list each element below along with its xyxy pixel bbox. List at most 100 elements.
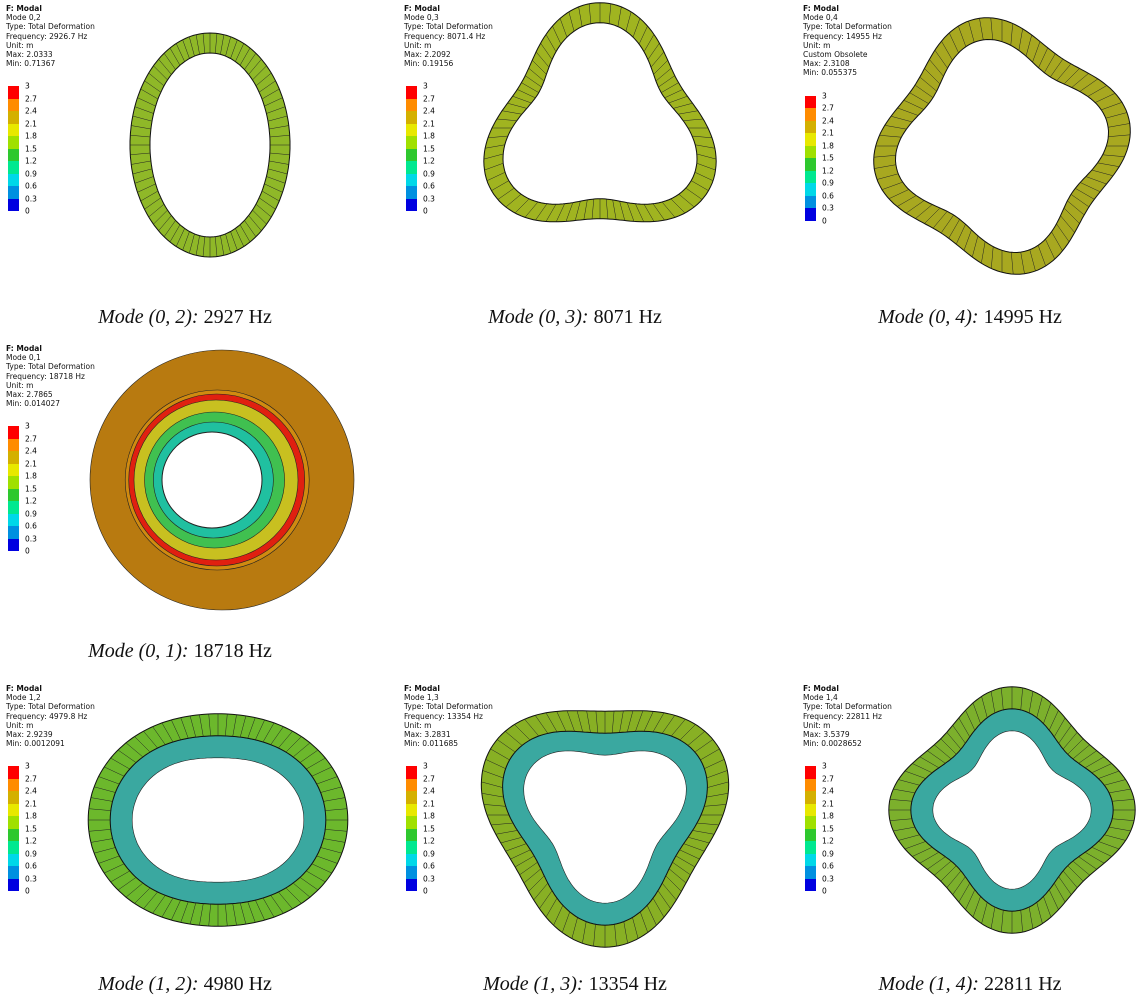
legend-swatch <box>805 146 816 159</box>
caption: Mode (1, 4):22811 Hz <box>878 973 1061 996</box>
result-panel: F: ModalMode 0,3Type: Total DeformationF… <box>398 0 778 320</box>
legend-label: 1.8 <box>822 812 834 821</box>
legend-label: 3 <box>822 91 827 100</box>
info-line: Unit: m <box>6 721 95 730</box>
legend-swatch <box>805 96 816 109</box>
legend-label: 0.3 <box>423 874 435 883</box>
info-line: F: Modal <box>803 4 892 13</box>
info-line: Mode 0,1 <box>6 353 95 362</box>
legend-label: 2.7 <box>423 774 435 783</box>
legend-swatch <box>8 199 19 212</box>
caption: Mode (1, 3):13354 Hz <box>483 973 667 996</box>
result-panel: F: ModalMode 1,3Type: Total DeformationF… <box>398 680 778 1000</box>
legend-swatch <box>406 766 417 779</box>
info-line: Frequency: 22811 Hz <box>803 712 892 721</box>
legend-label: 2.4 <box>822 787 834 796</box>
info-line: Max: 2.2092 <box>404 50 493 59</box>
legend-label: 2.4 <box>25 787 37 796</box>
legend-label: 0.6 <box>25 182 37 191</box>
legend-swatch <box>8 174 19 187</box>
legend-label: 1.8 <box>25 812 37 821</box>
legend-swatch <box>406 829 417 842</box>
result-info: F: ModalMode 1,2Type: Total DeformationF… <box>6 684 95 748</box>
caption-mode: Mode (1, 4): <box>878 973 979 995</box>
legend-label: 3 <box>25 422 30 431</box>
legend-label: 2.4 <box>25 107 37 116</box>
legend-swatch <box>8 526 19 539</box>
info-line: F: Modal <box>404 4 493 13</box>
legend-swatch <box>8 111 19 124</box>
legend-label: 0 <box>423 887 428 896</box>
info-line: Type: Total Deformation <box>6 22 95 31</box>
legend-swatch <box>8 426 19 439</box>
result-panel: F: ModalMode 1,4Type: Total DeformationF… <box>797 680 1137 1000</box>
info-line: Unit: m <box>6 41 95 50</box>
result-info: F: ModalMode 1,3Type: Total DeformationF… <box>404 684 493 748</box>
caption: Mode (0, 2):2927 Hz <box>98 306 272 329</box>
legend-swatch <box>406 791 417 804</box>
legend-swatch <box>406 161 417 174</box>
legend-label: 2.7 <box>822 774 834 783</box>
legend-swatch <box>805 121 816 134</box>
legend-label: 0.3 <box>25 874 37 883</box>
legend-label: 2.7 <box>25 94 37 103</box>
legend-label: 1.2 <box>25 837 37 846</box>
legend-label: 0.6 <box>25 862 37 871</box>
caption-frequency: 8071 Hz <box>594 306 662 328</box>
legend-swatch <box>805 196 816 209</box>
info-line: Frequency: 4979.8 Hz <box>6 712 95 721</box>
legend-label: 0.9 <box>25 169 37 178</box>
legend-label: 2.1 <box>25 799 37 808</box>
info-line: Type: Total Deformation <box>404 22 493 31</box>
result-info: F: ModalMode 1,4Type: Total DeformationF… <box>803 684 892 748</box>
legend-swatch <box>8 136 19 149</box>
info-line: Type: Total Deformation <box>404 702 493 711</box>
result-panel: F: ModalMode 0,2Type: Total DeformationF… <box>0 0 380 320</box>
legend-label: 0.3 <box>822 874 834 883</box>
legend-swatch <box>805 108 816 121</box>
info-line: F: Modal <box>803 684 892 693</box>
legend-label: 2.1 <box>25 119 37 128</box>
legend-swatch <box>406 149 417 162</box>
legend-label: 1.2 <box>423 837 435 846</box>
ring <box>484 3 716 222</box>
legend-swatch <box>805 183 816 196</box>
legend-label: 0.6 <box>822 191 834 200</box>
legend-label: 2.1 <box>423 799 435 808</box>
info-line: F: Modal <box>404 684 493 693</box>
caption-mode: Mode (0, 2): <box>98 306 199 328</box>
legend-label: 0 <box>25 207 30 216</box>
legend-label: 1.5 <box>25 824 37 833</box>
legend-label: 1.2 <box>25 157 37 166</box>
legend-label: 0 <box>822 216 827 225</box>
legend-label: 0.9 <box>25 509 37 518</box>
legend-label: 1.2 <box>25 497 37 506</box>
info-line: Type: Total Deformation <box>6 702 95 711</box>
caption-frequency: 22811 Hz <box>984 973 1062 995</box>
info-line: Mode 0,4 <box>803 13 892 22</box>
legend-label: 2.7 <box>822 104 834 113</box>
info-line: Custom Obsolete <box>803 50 892 59</box>
caption-mode: Mode (1, 3): <box>483 973 584 995</box>
figure: F: ModalMode 0,2Type: Total DeformationF… <box>0 0 1137 1004</box>
legend-label: 0.6 <box>423 862 435 871</box>
legend-label: 0 <box>25 887 30 896</box>
info-line: Mode 0,2 <box>6 13 95 22</box>
legend-swatch <box>406 99 417 112</box>
legend-label: 1.8 <box>423 132 435 141</box>
info-line: Unit: m <box>803 41 892 50</box>
info-line: Max: 3.5379 <box>803 730 892 739</box>
legend-label: 3 <box>822 762 827 771</box>
legend-label: 2.4 <box>423 107 435 116</box>
legend-label: 1.5 <box>25 484 37 493</box>
legend-label: 2.4 <box>25 447 37 456</box>
legend-swatch <box>805 171 816 184</box>
legend-label: 2.7 <box>25 774 37 783</box>
legend-swatch <box>8 476 19 489</box>
legend-swatch <box>8 124 19 137</box>
info-line: Mode 1,3 <box>404 693 493 702</box>
info-line: Max: 2.9239 <box>6 730 95 739</box>
legend-label: 0.9 <box>423 849 435 858</box>
legend-label: 1.5 <box>25 144 37 153</box>
legend-swatch <box>805 854 816 867</box>
